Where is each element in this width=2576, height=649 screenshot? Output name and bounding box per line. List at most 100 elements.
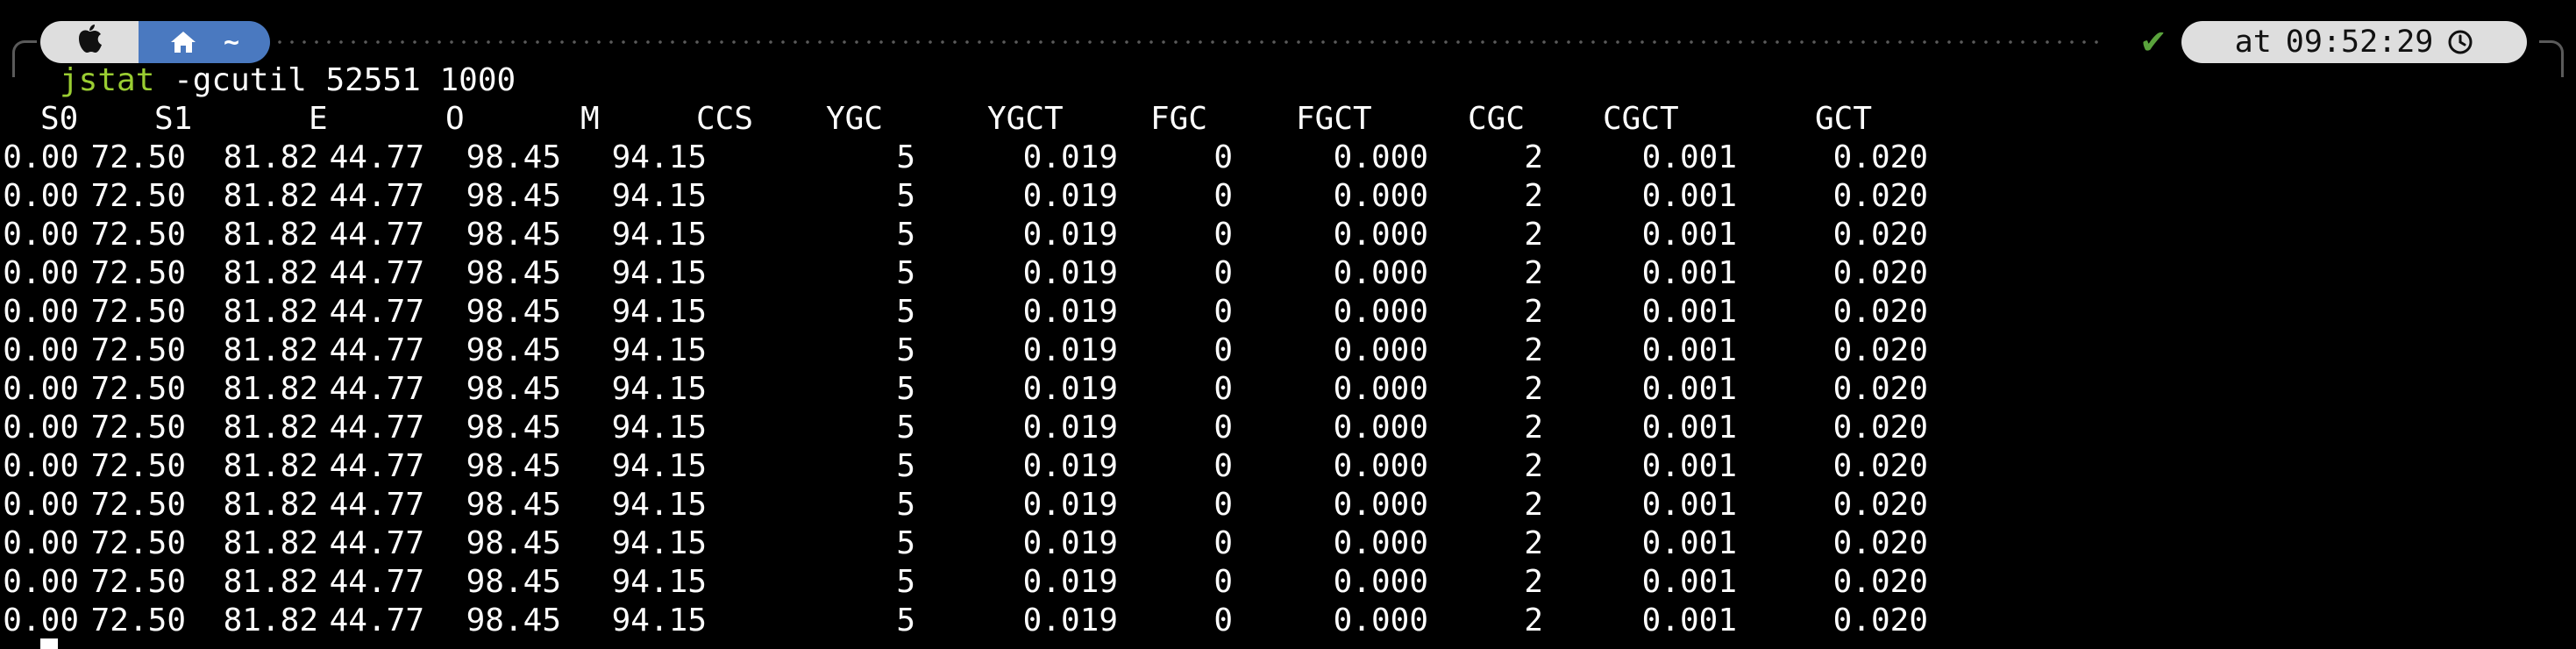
table-cell-ccs: 94.15 <box>611 217 707 253</box>
table-cell-o: 44.77 <box>329 487 424 523</box>
table-cell-cgc: 2 <box>1524 294 1543 330</box>
table-cell-m: 98.45 <box>466 603 561 638</box>
table-cell-fgc: 0 <box>1213 294 1233 330</box>
table-cell-ccs: 94.15 <box>611 371 707 407</box>
table-cell-e: 81.82 <box>223 525 318 561</box>
table-cell-o: 44.77 <box>329 525 424 561</box>
time-segment: at 09:52:29 <box>2181 21 2527 63</box>
table-cell-s1: 72.50 <box>90 139 186 175</box>
table-cell-gct: 0.020 <box>1832 564 1928 600</box>
table-cell-cgc: 2 <box>1524 448 1543 484</box>
table-cell-ygc: 5 <box>896 410 915 446</box>
table-cell-e: 81.82 <box>223 139 318 175</box>
table-cell-s1: 72.50 <box>90 371 186 407</box>
table-cell-fgct: 0.000 <box>1333 410 1428 446</box>
table-cell-ccs: 94.15 <box>611 178 707 214</box>
column-header-e: E <box>309 101 328 137</box>
table-cell-s1: 72.50 <box>90 603 186 638</box>
table-cell-cgc: 2 <box>1524 603 1543 638</box>
column-header-cgct: CGCT <box>1603 101 1679 137</box>
table-cell-o: 44.77 <box>329 371 424 407</box>
table-cell-e: 81.82 <box>223 603 318 638</box>
column-header-fgct: FGCT <box>1296 101 1372 137</box>
table-cell-o: 44.77 <box>329 255 424 291</box>
table-row: 0.00 72.50 81.82 44.77 98.45 94.15 5 0.019 0 0.00… <box>3 254 1928 293</box>
table-cell-fgc: 0 <box>1213 448 1233 484</box>
table-cell-s1: 72.50 <box>90 410 186 446</box>
table-cell-fgct: 0.000 <box>1333 603 1428 638</box>
table-cell-ygc: 5 <box>896 448 915 484</box>
table-header-row: S0 S1 E O M CCS YGC YGCT FGC FGCT CGC CGCT GCT <box>40 100 1872 139</box>
table-cell-fgct: 0.000 <box>1333 564 1428 600</box>
prompt-filler-dots <box>274 40 2106 44</box>
table-cell-cgc: 2 <box>1524 487 1543 523</box>
table-cell-s1: 72.50 <box>90 294 186 330</box>
table-cell-s1: 72.50 <box>90 564 186 600</box>
table-cell-fgc: 0 <box>1213 255 1233 291</box>
table-cell-ccs: 94.15 <box>611 139 707 175</box>
table-cell-m: 98.45 <box>466 371 561 407</box>
table-cell-s0: 0.00 <box>3 564 79 600</box>
table-cell-ccs: 94.15 <box>611 525 707 561</box>
command-line: jstat -gcutil 52551 1000 <box>40 61 516 100</box>
column-header-ygc: YGC <box>826 101 884 137</box>
table-cell-ccs: 94.15 <box>611 564 707 600</box>
table-row: 0.00 72.50 81.82 44.77 98.45 94.15 5 0.019 0 0.00… <box>3 602 1928 640</box>
table-cell-ygct: 0.019 <box>1022 332 1118 368</box>
table-cell-ygc: 5 <box>896 603 915 638</box>
table-cell-fgct: 0.000 <box>1333 487 1428 523</box>
table-cell-ygc: 5 <box>896 294 915 330</box>
table-cell-fgc: 0 <box>1213 371 1233 407</box>
table-cell-ygct: 0.019 <box>1022 525 1118 561</box>
column-header-ygct: YGCT <box>987 101 1064 137</box>
table-cell-e: 81.82 <box>223 487 318 523</box>
prompt-left-segments: ~ <box>40 21 270 63</box>
table-row: 0.00 72.50 81.82 44.77 98.45 94.15 5 0.019 0 0.00… <box>3 409 1928 447</box>
table-cell-cgc: 2 <box>1524 410 1543 446</box>
table-cell-o: 44.77 <box>329 178 424 214</box>
table-cell-m: 98.45 <box>466 332 561 368</box>
table-row: 0.00 72.50 81.82 44.77 98.45 94.15 5 0.019 0 0.00… <box>3 486 1928 524</box>
table-cell-cgct: 0.001 <box>1641 294 1737 330</box>
table-cell-e: 81.82 <box>223 371 318 407</box>
table-cell-cgct: 0.001 <box>1641 603 1737 638</box>
table-cell-o: 44.77 <box>329 564 424 600</box>
table-cell-ygct: 0.019 <box>1022 564 1118 600</box>
table-row: 0.00 72.50 81.82 44.77 98.45 94.15 5 0.019 0 0.00… <box>3 447 1928 486</box>
table-cell-fgc: 0 <box>1213 217 1233 253</box>
table-cell-e: 81.82 <box>223 448 318 484</box>
table-cell-o: 44.77 <box>329 294 424 330</box>
table-cell-gct: 0.020 <box>1832 525 1928 561</box>
table-cell-cgct: 0.001 <box>1641 371 1737 407</box>
table-cell-fgc: 0 <box>1213 332 1233 368</box>
table-cell-fgct: 0.000 <box>1333 525 1428 561</box>
table-cell-fgct: 0.000 <box>1333 371 1428 407</box>
table-cell-gct: 0.020 <box>1832 603 1928 638</box>
table-cell-fgct: 0.000 <box>1333 332 1428 368</box>
table-row: 0.00 72.50 81.82 44.77 98.45 94.15 5 0.019 0 0.00… <box>3 370 1928 409</box>
table-cell-ygct: 0.019 <box>1022 178 1118 214</box>
table-cell-fgct: 0.000 <box>1333 448 1428 484</box>
table-cell-ccs: 94.15 <box>611 410 707 446</box>
terminal-cursor[interactable] <box>40 638 58 649</box>
table-cell-cgc: 2 <box>1524 139 1543 175</box>
table-cell-gct: 0.020 <box>1832 371 1928 407</box>
table-cell-s0: 0.00 <box>3 525 79 561</box>
table-cell-ccs: 94.15 <box>611 603 707 638</box>
table-row: 0.00 72.50 81.82 44.77 98.45 94.15 5 0.019 0 0.00… <box>3 293 1928 332</box>
table-cell-e: 81.82 <box>223 255 318 291</box>
prompt-frame-right <box>2539 40 2564 77</box>
table-cell-e: 81.82 <box>223 217 318 253</box>
table-cell-s1: 72.50 <box>90 255 186 291</box>
table-cell-ccs: 94.15 <box>611 332 707 368</box>
table-cell-o: 44.77 <box>329 332 424 368</box>
clock-icon <box>2447 29 2473 55</box>
prompt-bar: ~ ✔ at 09:52:29 <box>0 0 2576 86</box>
column-header-gct: GCT <box>1815 101 1873 137</box>
table-cell-cgc: 2 <box>1524 564 1543 600</box>
table-cell-cgct: 0.001 <box>1641 448 1737 484</box>
column-header-o: O <box>445 101 465 137</box>
table-cell-s0: 0.00 <box>3 448 79 484</box>
table-row: 0.00 72.50 81.82 44.77 98.45 94.15 5 0.019 0 0.00… <box>3 177 1928 216</box>
table-cell-fgct: 0.000 <box>1333 255 1428 291</box>
